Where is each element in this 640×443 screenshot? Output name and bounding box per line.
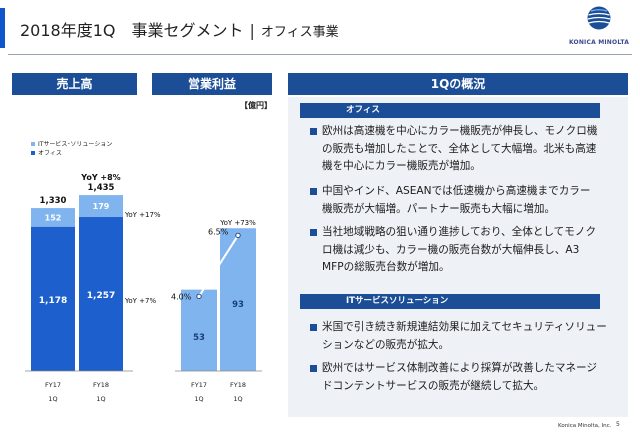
- x-tick-label: 1Q: [233, 395, 242, 403]
- data-label-it: 179: [93, 202, 110, 211]
- bullet-line: 欧州ではサービス体制改善により採算が改善したマネージ: [322, 362, 598, 374]
- margin-point: [235, 232, 241, 239]
- office-bullet-2: 中国やインド、ASEANでは低速機から高速機までカラー 機販売が大幅増。パートナ…: [310, 183, 626, 218]
- bullet-line: 当社地域戦略の狙い通り進捗しており、全体としてモノク: [322, 226, 597, 238]
- overview-panel: オフィス 欧州は高速機を中心にカラー機販売が伸長し、モノクロ機 の販売も増加した…: [288, 97, 628, 417]
- annotation-op-yoy: YoY +73%: [219, 219, 256, 227]
- sales-header: 売上高: [12, 73, 137, 95]
- bullet-line: ションなどの販売が拡大。: [322, 338, 450, 351]
- bar-office: [31, 226, 75, 371]
- office-tag: オフィス: [300, 103, 600, 118]
- margin-label: 4.0%: [171, 292, 192, 301]
- page-number: 5: [616, 421, 620, 428]
- data-label-office: 1,178: [39, 296, 67, 306]
- page-title: 2018年度1Q 事業セグメント | オフィス事業: [20, 17, 339, 41]
- bullet-line: 米国で引き続き新規連結効果に加えてセキュリティソリュー: [322, 321, 607, 333]
- bullet-line: ロ機は減少も、カラー機の販売台数が大幅伸長し、A3: [322, 243, 580, 256]
- title-accent-bar: [0, 8, 5, 48]
- op-profit-header: 営業利益: [152, 73, 272, 95]
- company-logo: KONICA MINOLTA: [568, 6, 630, 46]
- logo-globe-icon: [587, 6, 611, 30]
- page-subtitle: オフィス事業: [260, 25, 339, 40]
- x-tick-label: FY18: [230, 381, 246, 389]
- bullet-line: 欧州は高速機を中心にカラー機販売が伸長し、モノクロ機: [322, 125, 598, 137]
- x-tick-label: 1Q: [96, 395, 105, 403]
- bullet-line: 機を中心にカラー機販売が増加。: [322, 160, 481, 172]
- data-label-total: 1,330: [40, 196, 67, 206]
- margin-point: [196, 293, 202, 300]
- data-label-op-profit: 93: [232, 300, 244, 310]
- bar-op-profit: [220, 228, 256, 371]
- legend-label-office: オフィス: [38, 150, 62, 157]
- data-label-it: 152: [45, 213, 62, 222]
- it-bullet-2: 欧州ではサービス体制改善により採算が改善したマネージ ドコンテントサービスの販売…: [310, 360, 626, 395]
- data-label-office: 1,257: [87, 291, 115, 301]
- page-title-main: 2018年度1Q 事業セグメント: [20, 21, 244, 40]
- bullet-line: ドコンテントサービスの販売が継続して拡大。: [322, 379, 545, 392]
- bar-office: [79, 217, 123, 371]
- op-profit-chart: 53 FY17 1Q 93 FY18 1Q 4.0% 6.5%YoY +73%: [171, 219, 262, 403]
- x-tick-label: FY18: [93, 381, 109, 389]
- annotation-office-yoy: YoY +7%: [124, 297, 156, 305]
- bullet-line: MFPの総販売台数が増加。: [322, 261, 450, 273]
- margin-label: 6.5%: [208, 227, 229, 236]
- unit-label: 【億円】: [240, 101, 272, 110]
- title-separator: |: [249, 21, 255, 40]
- bullet-line: 機販売が大幅増。パートナー販売も大幅に増加。: [322, 202, 556, 215]
- legend-swatch-office: [31, 151, 35, 155]
- annotation-total-yoy: YoY +8%: [80, 173, 120, 182]
- overview-header: 1Qの概況: [288, 73, 628, 95]
- bar-it-solution: [79, 195, 123, 218]
- data-label-total: 1,435: [88, 183, 115, 193]
- it-solution-tag: ITサービスソリューション: [300, 294, 600, 309]
- footer-company: Konica Minolta, Inc.: [558, 423, 612, 429]
- x-tick-label: FY17: [45, 381, 61, 389]
- it-bullet-1: 米国で引き続き新規連結効果に加えてセキュリティソリュー ションなどの販売が拡大。: [310, 319, 626, 354]
- annotation-it-yoy: YoY +17%: [124, 211, 161, 219]
- legend-swatch-it: [31, 142, 35, 146]
- data-label-op-profit: 53: [193, 333, 205, 343]
- x-tick-label: 1Q: [48, 395, 57, 403]
- header-rule: [8, 54, 632, 55]
- bar-it-solution: [31, 208, 75, 227]
- logo-wordmark: KONICA MINOLTA: [568, 39, 630, 46]
- bullet-line: 中国やインド、ASEANでは低速機から高速機までカラー: [322, 185, 591, 197]
- office-bullet-1: 欧州は高速機を中心にカラー機販売が伸長し、モノクロ機 の販売も増加したことで、全…: [310, 123, 626, 176]
- office-bullet-3: 当社地域戦略の狙い通り進捗しており、全体としてモノク ロ機は減少も、カラー機の販…: [310, 224, 626, 277]
- x-tick-label: FY17: [191, 381, 207, 389]
- x-tick-label: 1Q: [194, 395, 203, 403]
- margin-line: [198, 234, 239, 297]
- bar-op-profit: [181, 289, 217, 371]
- legend-label-it: ITサービス･ソリューション: [38, 140, 112, 148]
- bullet-line: の販売も増加したことで、全体として大幅増。北米も高速: [322, 142, 597, 155]
